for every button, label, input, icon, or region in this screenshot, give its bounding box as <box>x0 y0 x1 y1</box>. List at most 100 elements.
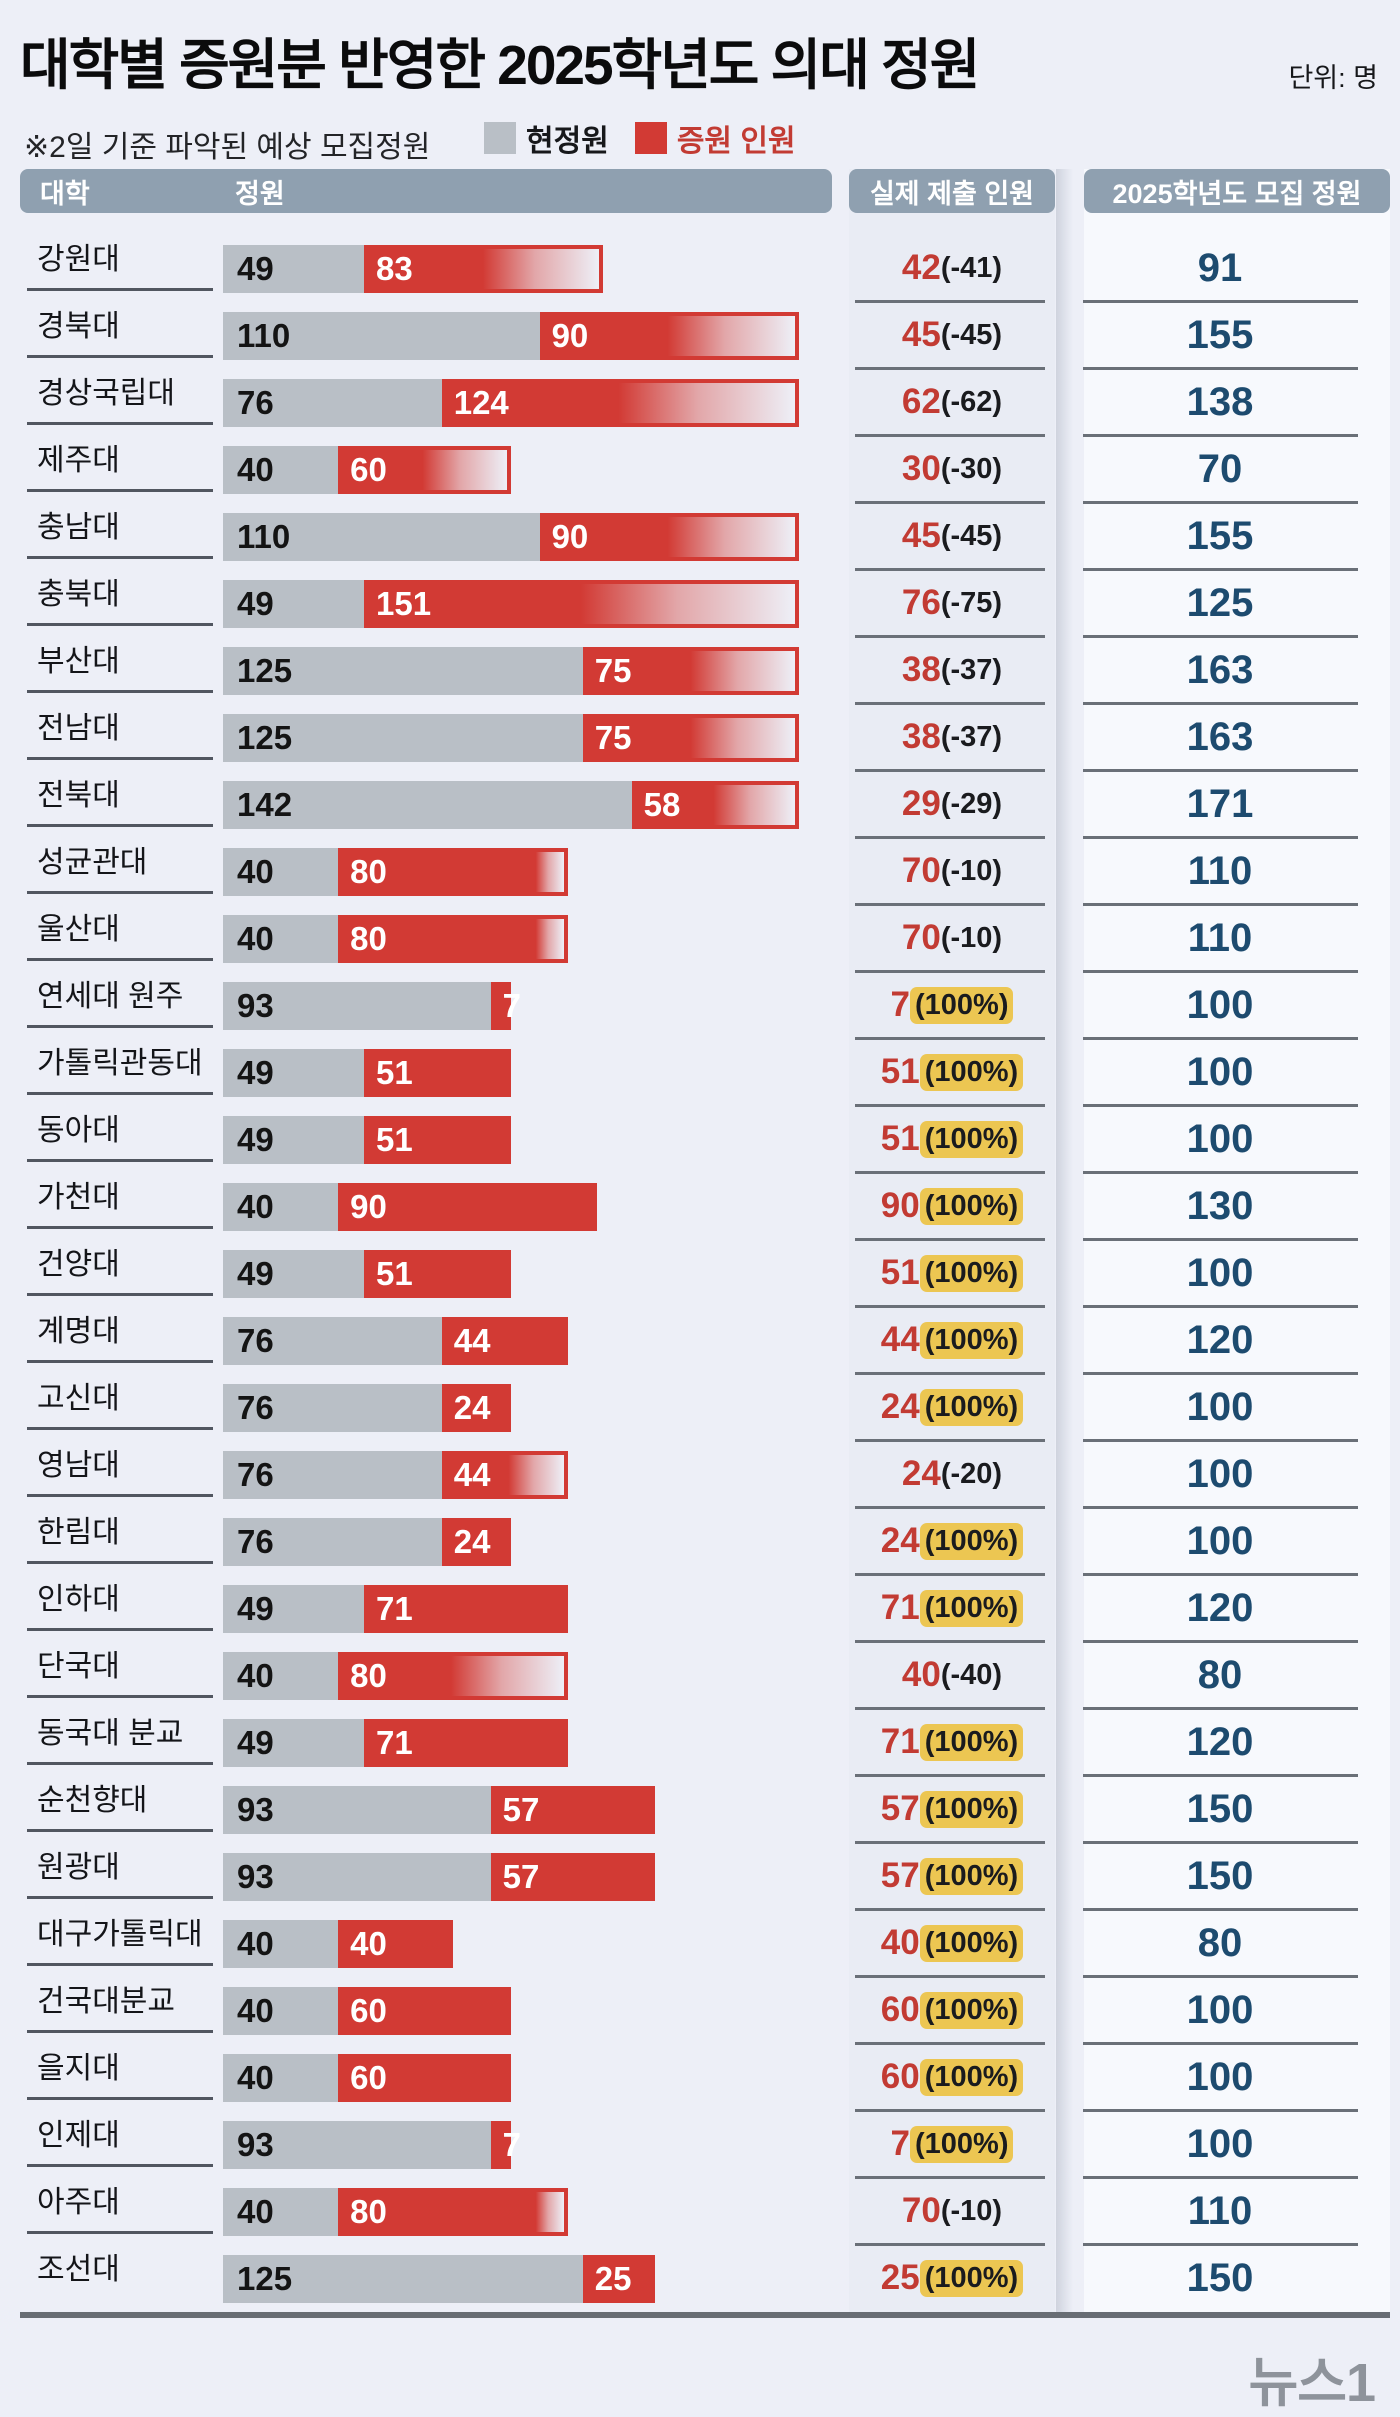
increase-segment: 83 <box>364 244 603 293</box>
name-separator <box>27 555 213 559</box>
table-header-final: 2025학년도 모집 정원 <box>1084 169 1390 213</box>
current-quota-segment: 93 <box>223 2120 491 2169</box>
final-quota-value: 110 <box>1187 2188 1253 2233</box>
submitted-note: (-62) <box>940 385 1003 418</box>
university-name: 인제대 <box>37 2118 120 2152</box>
final-quota-value: 163 <box>1186 647 1254 692</box>
mid-separator <box>855 2175 1045 2179</box>
table-row: 인제대 93 7 7 (100%) 100 <box>0 2111 1400 2179</box>
current-quota-segment: 49 <box>223 1249 365 1298</box>
right-separator <box>1083 567 1358 571</box>
university-name: 건양대 <box>37 1247 120 1281</box>
increase-value: 25 <box>594 2259 632 2297</box>
mid-separator <box>855 634 1045 638</box>
current-quota-value: 125 <box>237 651 293 689</box>
mid-separator <box>855 567 1045 571</box>
university-name: 성균관대 <box>37 845 148 879</box>
name-separator <box>27 957 213 961</box>
current-quota-segment: 76 <box>223 1450 442 1499</box>
quota-bar: 49 51 <box>223 1048 511 1097</box>
university-name: 충남대 <box>37 510 120 544</box>
quota-bar: 125 75 <box>223 713 799 762</box>
table-row: 성균관대 40 80 70 (-10) 110 <box>0 838 1400 906</box>
current-quota-value: 110 <box>237 316 291 354</box>
current-quota-segment: 40 <box>223 1986 339 2035</box>
final-quota-value: 100 <box>1186 1451 1254 1496</box>
table-row: 충북대 49 151 76 (-75) 125 <box>0 570 1400 638</box>
current-quota-segment: 125 <box>223 713 583 762</box>
news1-logo: 뉴스1 <box>1248 2353 1376 2413</box>
submitted-note: (-37) <box>940 653 1003 686</box>
final-quota-value: 100 <box>1186 1987 1254 2032</box>
unit-label: 단위: 명 <box>1288 63 1378 93</box>
right-separator <box>1083 1773 1358 1777</box>
submitted-value: 60 (100%) <box>849 2044 1055 2111</box>
increase-segment: 7 <box>490 2120 521 2169</box>
current-quota-value: 76 <box>237 1321 274 1359</box>
right-separator <box>1083 433 1358 437</box>
current-quota-segment: 142 <box>223 780 632 829</box>
university-name: 한림대 <box>37 1515 120 1549</box>
increase-value: 57 <box>502 1790 540 1828</box>
name-separator <box>27 1761 213 1765</box>
legend-base-label: 현정원 <box>526 125 609 158</box>
right-separator <box>1083 1706 1358 1710</box>
submitted-number: 45 <box>901 516 941 555</box>
increase-value: 80 <box>350 1656 387 1694</box>
mid-separator <box>855 1103 1045 1107</box>
submitted-number: 76 <box>901 583 941 622</box>
right-separator <box>1083 1505 1358 1509</box>
submitted-number: 71 <box>880 1588 920 1627</box>
mid-separator <box>855 835 1045 839</box>
mid-separator <box>855 2108 1045 2112</box>
increase-segment: 24 <box>441 1383 511 1432</box>
quota-bar: 49 151 <box>223 579 799 628</box>
submitted-value: 44 (100%) <box>849 1307 1055 1374</box>
submitted-value: 51 (100%) <box>849 1240 1055 1307</box>
current-quota-value: 40 <box>237 1187 274 1225</box>
increase-value: 60 <box>350 450 387 488</box>
increase-segment: 51 <box>364 1115 511 1164</box>
submitted-note: (100%) <box>919 1187 1024 1225</box>
quota-bar: 93 7 <box>223 981 521 1030</box>
current-quota-value: 142 <box>237 785 293 823</box>
increase-value: 124 <box>453 383 509 421</box>
quota-bar: 40 80 <box>223 2187 569 2236</box>
current-quota-segment: 40 <box>223 847 339 896</box>
page-title: 대학별 증원분 반영한 2025학년도 의대 정원 <box>20 34 980 96</box>
university-name: 전남대 <box>37 711 120 745</box>
submitted-number: 40 <box>901 1655 941 1694</box>
table-row: 가천대 40 90 90 (100%) 130 <box>0 1173 1400 1241</box>
increase-value: 44 <box>453 1455 491 1493</box>
quota-bar: 142 58 <box>223 780 799 829</box>
final-quota-value: 70 <box>1197 446 1243 491</box>
final-quota-value: 125 <box>1186 580 1254 625</box>
header-college: 대학 <box>40 178 90 209</box>
mid-separator <box>855 1237 1045 1241</box>
quota-bar: 76 24 <box>223 1517 511 1566</box>
increase-segment: 40 <box>338 1919 454 1968</box>
current-quota-segment: 76 <box>223 1517 442 1566</box>
table-row: 단국대 40 80 40 (-40) 80 <box>0 1642 1400 1710</box>
increase-segment: 124 <box>441 378 799 427</box>
increase-value: 58 <box>643 785 681 823</box>
name-separator <box>27 1225 213 1229</box>
table-row: 고신대 76 24 24 (100%) 100 <box>0 1374 1400 1442</box>
current-quota-value: 40 <box>237 852 274 890</box>
mid-separator <box>855 1974 1045 1978</box>
submitted-note: (100%) <box>919 1857 1024 1895</box>
university-name: 연세대 원주 <box>37 979 184 1013</box>
table-row: 원광대 93 57 57 (100%) 150 <box>0 1843 1400 1911</box>
university-name: 대구가톨릭대 <box>37 1917 203 1951</box>
submitted-value: 70 (-10) <box>849 905 1055 972</box>
right-separator <box>1083 1907 1358 1911</box>
submitted-number: 51 <box>880 1052 920 1091</box>
table-row: 경북대 110 90 45 (-45) 155 <box>0 302 1400 370</box>
table-bottom-rule <box>20 2312 1390 2318</box>
mid-separator <box>855 500 1045 504</box>
final-column-band <box>1084 169 1390 2312</box>
submitted-value: 24 (100%) <box>849 1508 1055 1575</box>
quota-bar: 40 60 <box>223 2053 511 2102</box>
mid-separator <box>855 299 1045 303</box>
name-separator <box>27 1895 213 1899</box>
